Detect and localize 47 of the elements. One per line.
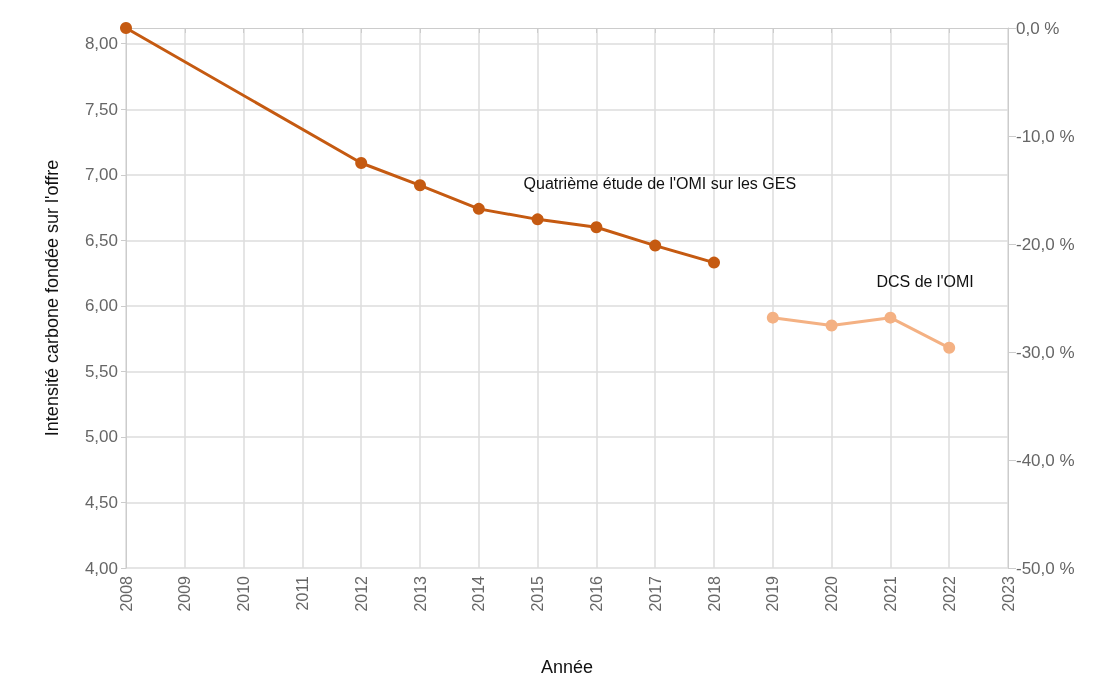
series-label: Quatrième étude de l'OMI sur les GES [523,174,797,192]
point [649,239,662,252]
x-tick-label: 2018 [705,575,723,612]
point [825,319,838,332]
x-tick-label: 2015 [529,575,547,612]
y2-tick-label: -40,0 % [1016,450,1075,470]
x-tick-label: 2012 [352,575,370,612]
y-tick-label: 4,50 [84,492,118,512]
y-tick-label: 5,00 [84,427,118,447]
y2-tick-label: -50,0 % [1016,558,1075,578]
point [472,202,485,215]
series-label: DCS de l'OMI [876,273,974,291]
point [943,341,956,354]
x-tick-label: 2019 [764,575,782,612]
point [355,157,368,169]
point [708,256,720,269]
y-tick-label: 6,50 [84,230,118,250]
point [766,311,779,324]
y-tick-label: 8,00 [84,34,118,54]
point [590,221,603,234]
x-tick-label: 2010 [235,575,253,612]
x-axis-title: Année [540,657,594,677]
y-tick-label: 7,50 [84,99,118,119]
y2-tick-label: -20,0 % [1016,234,1075,254]
x-tick-label: 2021 [881,575,899,612]
x-tick-label: 2008 [117,575,135,612]
x-tick-label: 2014 [470,575,488,612]
y2-tick-label: -30,0 % [1016,342,1075,362]
y-tick-label: 5,50 [84,361,118,381]
point [414,179,426,192]
x-tick-label: 2017 [646,575,664,612]
x-tick-label: 2020 [823,575,841,612]
x-tick-label: 2022 [940,575,958,612]
x-tick-label: 2016 [587,575,605,612]
x-tick-label: 2009 [176,575,194,612]
x-tick-label: 2023 [999,575,1017,612]
point [120,22,132,34]
y-tick-label: 4,00 [84,558,118,578]
y-tick-label: 6,00 [84,296,118,316]
point [531,213,544,226]
y2-tick-label: -10,0 % [1016,126,1075,146]
point [884,311,897,324]
x-tick-label: 2011 [293,575,311,611]
y-axis-title: Intensité carbone fondée sur l'offre [42,159,62,437]
y-tick-label: 7,00 [84,165,118,185]
x-tick-label: 2013 [411,575,429,612]
y2-tick-label: 0,0 % [1016,18,1060,38]
